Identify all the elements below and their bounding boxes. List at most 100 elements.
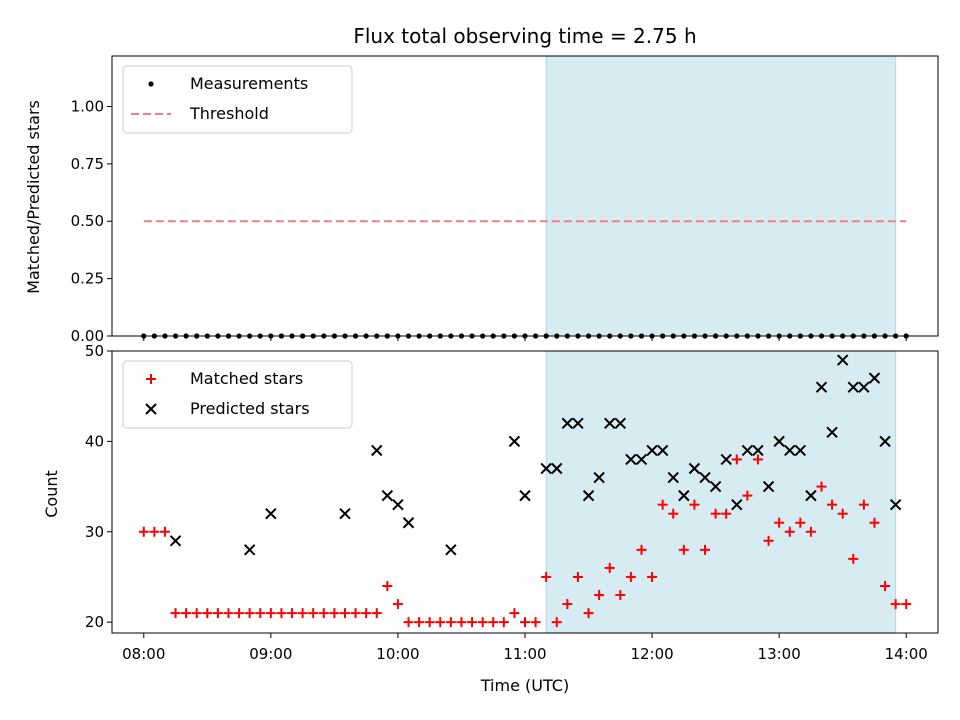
predicted-stars-point <box>741 444 754 457</box>
y-tick-label: 0.25 <box>71 270 104 288</box>
predicted-stars-point <box>243 544 256 556</box>
predicted-stars-point <box>593 471 605 484</box>
predicted-stars-point <box>752 444 764 457</box>
matched-stars-point <box>572 571 583 582</box>
matched-stars-point <box>159 526 170 537</box>
predicted-stars-point <box>773 435 785 448</box>
plot-frame <box>111 350 939 634</box>
predicted-stars-point <box>604 417 616 430</box>
matched-stars-point <box>244 608 255 619</box>
legend-entry-label: Measurements <box>190 74 308 93</box>
predicted-stars-point <box>572 417 584 430</box>
matched-stars-point <box>329 608 340 619</box>
matched-stars-point <box>869 517 880 528</box>
matched-stars-point <box>212 608 223 619</box>
matched-stars-point <box>361 608 372 619</box>
matched-stars-point <box>371 608 382 619</box>
predicted-stars-point <box>667 471 679 484</box>
predicted-stars-point <box>699 471 711 484</box>
matched-stars-point <box>435 617 446 628</box>
legend-entry-label: Predicted stars <box>190 399 310 418</box>
matched-stars-point <box>742 490 753 501</box>
y-tick-label: 0.00 <box>71 327 104 345</box>
predicted-stars-point <box>508 435 521 448</box>
matched-stars-point <box>774 517 785 528</box>
matched-stars-point <box>700 544 711 555</box>
matched-stars-point <box>551 617 562 628</box>
predicted-stars-point <box>656 444 669 457</box>
matched-stars-point <box>287 608 298 619</box>
matched-stars-point <box>318 608 329 619</box>
y-tick-label: 40 <box>85 432 104 450</box>
matched-stars-point <box>276 608 287 619</box>
matched-stars-point <box>615 590 626 601</box>
matched-stars-point <box>594 590 605 601</box>
x-tick-label: 08:00 <box>122 645 165 663</box>
x-tick-label: 11:00 <box>503 645 546 663</box>
matched-stars-point <box>223 608 234 619</box>
bottom-y-axis-label: Count <box>42 470 61 518</box>
matched-stars-point <box>456 617 467 628</box>
matched-stars-point <box>509 608 520 619</box>
matched-stars-point <box>477 617 488 628</box>
predicted-stars-point <box>582 489 595 502</box>
y-tick-label: 0.75 <box>71 155 104 173</box>
matched-stars-point <box>890 599 901 610</box>
predicted-stars-point <box>720 453 732 466</box>
matched-stars-point <box>445 617 456 628</box>
matched-stars-point <box>202 608 213 619</box>
top-y-axis-label: Matched/Predicted stars <box>24 100 43 294</box>
matched-stars-point <box>403 617 414 628</box>
predicted-stars-point <box>678 489 690 502</box>
matched-stars-point <box>350 608 361 619</box>
matched-stars-point <box>678 544 689 555</box>
matched-stars-point <box>138 526 149 537</box>
predicted-stars-point <box>646 444 658 457</box>
predicted-stars-point <box>392 498 404 511</box>
predicted-stars-point <box>815 381 828 393</box>
predicted-stars-point <box>519 489 531 502</box>
y-tick-label: 50 <box>85 342 104 360</box>
matched-stars-point <box>657 499 668 510</box>
predicted-stars-point <box>625 453 637 466</box>
matched-stars-point <box>668 508 679 519</box>
series-plus <box>138 454 912 628</box>
matched-stars-point <box>858 499 869 510</box>
y-tick-label: 20 <box>85 613 104 631</box>
predicted-stars-point <box>794 444 807 457</box>
matched-stars-point <box>234 608 245 619</box>
matched-stars-point <box>647 571 658 582</box>
chart-title: Flux total observing time = 2.75 h <box>353 24 696 48</box>
matched-stars-point <box>530 617 541 628</box>
matched-stars-point <box>191 608 202 619</box>
matched-stars-point <box>181 608 192 619</box>
predicted-stars-point <box>731 498 743 511</box>
predicted-stars-point <box>889 498 902 511</box>
y-tick-label: 1.00 <box>71 97 104 115</box>
matched-stars-point <box>488 617 499 628</box>
matched-stars-point <box>149 526 160 537</box>
predicted-stars-point <box>784 444 796 457</box>
predicted-stars-point <box>265 507 277 520</box>
matched-stars-point <box>604 562 615 573</box>
matched-stars-point <box>784 526 795 537</box>
legend: Measurements Threshold <box>122 65 353 134</box>
matched-stars-point <box>689 499 700 510</box>
matched-stars-point <box>763 535 774 546</box>
matched-stars-point <box>297 608 308 619</box>
predicted-stars-point <box>371 444 383 457</box>
legend-box <box>122 360 353 429</box>
legend-box <box>122 65 353 134</box>
predicted-stars-point <box>540 462 552 475</box>
matched-stars-point <box>731 454 742 465</box>
matched-stars-point <box>414 617 425 628</box>
matched-stars-point <box>837 508 848 519</box>
matched-stars-point <box>816 481 827 492</box>
matched-stars-point <box>498 617 509 628</box>
matched-stars-point <box>583 608 594 619</box>
x-tick-label: 13:00 <box>758 645 801 663</box>
predicted-stars-point <box>445 544 457 556</box>
x-tick-label: 12:00 <box>630 645 673 663</box>
matched-stars-point <box>520 617 530 628</box>
predicted-stars-point <box>169 535 182 547</box>
